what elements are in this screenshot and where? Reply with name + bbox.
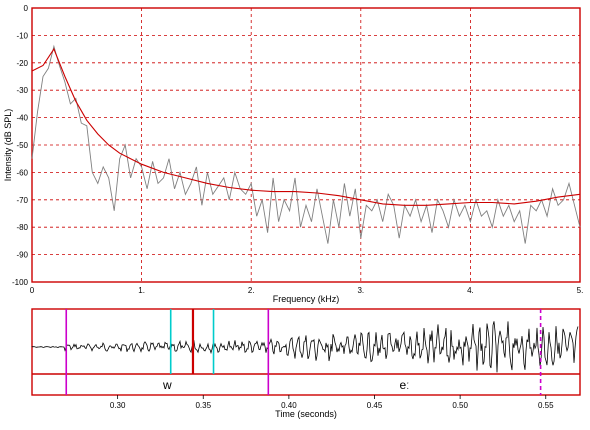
x-tick-label: 4. (467, 286, 474, 295)
waveform-markers (65, 309, 542, 395)
time-tick-label: 0.55 (538, 401, 554, 410)
y-tick-label: -80 (16, 223, 28, 232)
y-tick-label: -20 (16, 59, 28, 68)
spectrum-plot: 0 -10 -20 -30 -40 -50 -60 -70 -80 -90 -100 0 1. 2. 3.… (3, 4, 583, 304)
x-tick-label: 3. (357, 286, 364, 295)
y-tick-label: -30 (16, 86, 28, 95)
time-x-ticks: 0.30 0.35 0.40 0.45 0.50 0.55 (110, 395, 554, 410)
y-tick-label: -50 (16, 141, 28, 150)
time-tick-label: 0.45 (367, 401, 383, 410)
y-tick-label: -60 (16, 168, 28, 177)
y-tick-label: -90 (16, 251, 28, 260)
x-tick-label: 0 (30, 286, 35, 295)
spectrum-grid (32, 8, 580, 282)
segment-label: w (162, 378, 172, 392)
time-tick-label: 0.50 (452, 401, 468, 410)
spectrum-plot-frame (31, 7, 581, 283)
waveform-panel: w eː 0.30 0.35 0.40 0.45 0.50 0.55 Time (secon… (31, 308, 581, 419)
spectrum-x-axis-label: Frequency (kHz) (273, 294, 340, 304)
spectrum-y-ticks: 0 -10 -20 -30 -40 -50 -60 -70 -80 -90 -100 (12, 4, 29, 287)
y-tick-label: -70 (16, 196, 28, 205)
segment-labels: w eː (162, 378, 410, 392)
segment-label: eː (399, 378, 409, 392)
y-tick-label: -40 (16, 114, 28, 123)
y-tick-label: 0 (24, 4, 29, 13)
spectrum-x-ticks: 0 1. 2. 3. 4. 5. (30, 286, 584, 295)
time-tick-label: 0.35 (195, 401, 211, 410)
waveform-trace (31, 321, 579, 373)
y-tick-label: -10 (16, 31, 28, 40)
spectrum-y-axis-label: Intensity (dB SPL) (3, 109, 13, 182)
x-tick-label: 1. (138, 286, 145, 295)
waveform-frame (31, 308, 581, 396)
x-tick-label: 5. (577, 286, 584, 295)
x-tick-label: 2. (248, 286, 255, 295)
waveform-path (31, 321, 579, 373)
spectrum-series (31, 44, 581, 244)
smoothed-envelope-line (31, 47, 581, 206)
spectrum-line (31, 44, 581, 244)
y-tick-label: -100 (12, 278, 29, 287)
time-x-axis-label: Time (seconds) (275, 409, 337, 419)
time-tick-label: 0.40 (281, 401, 297, 410)
time-tick-label: 0.30 (110, 401, 126, 410)
